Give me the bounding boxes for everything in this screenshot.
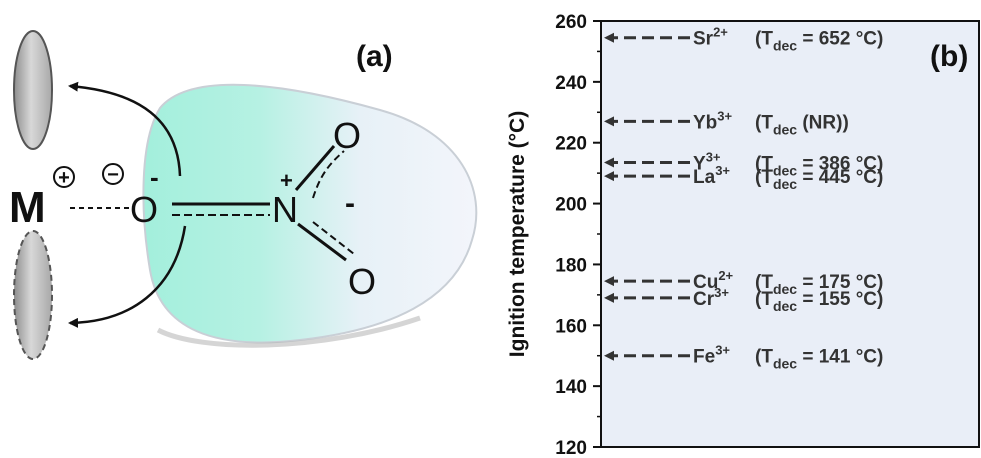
y-tick-label: 200	[555, 195, 587, 216]
lower-gray-ellipse	[13, 230, 53, 360]
oxygen-bottom-symbol: O	[348, 261, 376, 302]
ignition-arrow-head	[604, 276, 614, 287]
panel-b: 120 140 160 180 200 220 240 260 Ignition temper…	[506, 12, 980, 458]
anion-charge-circle	[102, 163, 124, 185]
tdec-label: (Tdec = 155 °C)	[755, 289, 883, 314]
y-axis-title: Ignition temperature (°C)	[506, 111, 529, 357]
y-tick-label: 240	[555, 73, 587, 94]
ion-label: Fe3+	[693, 343, 730, 368]
ion-label: Cu2+	[693, 268, 734, 293]
ion-label: Cr3+	[693, 285, 729, 310]
y-tick-label: 160	[555, 316, 587, 337]
upper-gray-ellipse	[13, 30, 53, 150]
ion-label: La3+	[693, 163, 730, 188]
ignition-arrow-head	[604, 171, 614, 182]
ignition-arrow-head	[604, 292, 614, 303]
y-tick-label: 220	[555, 134, 587, 155]
tdec-label: (Tdec = 175 °C)	[755, 272, 883, 297]
nitrogen-oxygen-bottom-bond	[297, 222, 347, 262]
lower-curved-arrow	[68, 225, 187, 328]
y-axis: 120 140 160 180 200 220 240 260	[555, 12, 601, 458]
ion-label: Yb3+	[693, 108, 733, 133]
ignition-arrow-head	[604, 116, 614, 127]
nitrogen-oxygen-bottom-partial	[312, 221, 355, 255]
oxygen-top-symbol: O	[333, 115, 361, 156]
metal-charge-symbol: +	[58, 167, 70, 189]
panel-a-label: (a)	[356, 40, 393, 73]
tdec-label: (Tdec = 386 °C)	[755, 153, 883, 178]
ignition-arrow-head	[604, 350, 614, 361]
nitrate-orbital-lobe	[142, 83, 478, 344]
tdec-label: (Tdec = 652 °C)	[755, 29, 883, 54]
metal-charge-circle	[53, 166, 75, 188]
metal-symbol: M	[9, 183, 46, 232]
nitrogen-oxygen-top-partial	[312, 150, 345, 199]
ion-label: Sr2+	[693, 25, 728, 50]
panel-b-label: (b)	[930, 40, 968, 73]
nitrogen-oxygen-top-bond	[294, 145, 336, 191]
tdec-label: (Tdec = 141 °C)	[755, 347, 883, 372]
y-tick-label: 260	[555, 12, 587, 33]
anion-charge-symbol: −	[107, 164, 119, 186]
oxygen-minus-symbol: O	[130, 189, 158, 230]
oxygen-minus-charge: -	[150, 162, 159, 192]
panel-a: M + − O - N + O O - (a)	[9, 30, 478, 360]
y-tick-label: 180	[555, 255, 587, 276]
ion-entries: Sr2+ (Tdec = 652 °C) Yb3+ (Tdec (NR)) Y3+ (Td…	[604, 25, 883, 372]
ion-label: Y3+	[693, 149, 721, 174]
y-tick-label: 120	[555, 438, 587, 458]
delocalized-charge: -	[345, 187, 355, 220]
ignition-arrow-head	[604, 157, 614, 168]
nitrogen-charge: +	[280, 168, 293, 193]
nitrogen-symbol: N	[272, 189, 298, 230]
ignition-arrow-head	[604, 32, 614, 43]
y-tick-label: 140	[555, 377, 587, 398]
plot-area	[600, 20, 980, 448]
tdec-label: (Tdec (NR))	[755, 112, 849, 137]
tdec-label: (Tdec = 445 °C)	[755, 167, 883, 192]
upper-curved-arrow	[68, 81, 182, 177]
